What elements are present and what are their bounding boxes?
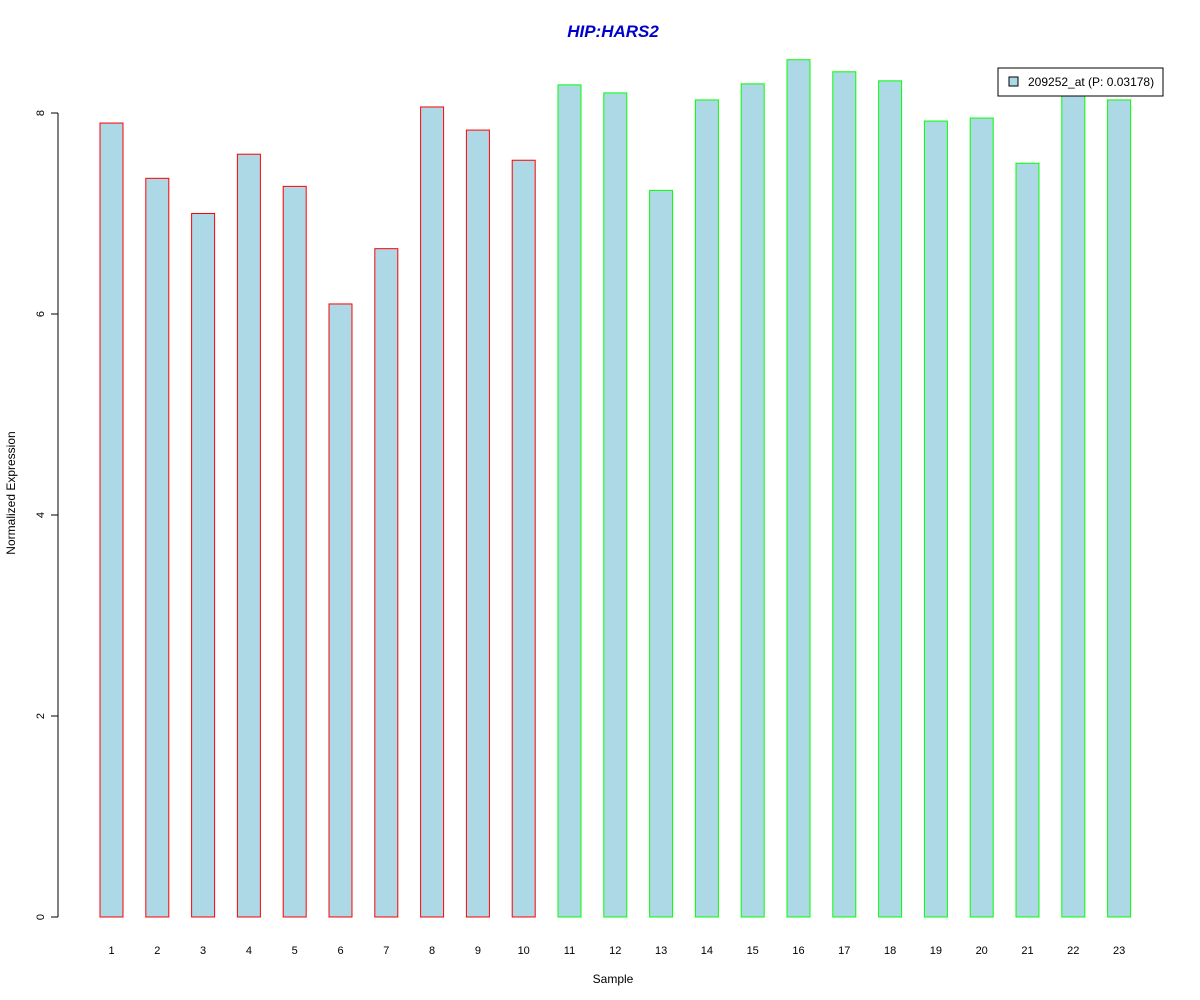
x-tick-label: 17 bbox=[838, 945, 850, 957]
bar-sample-15 bbox=[740, 83, 765, 918]
x-tick-label: 4 bbox=[246, 945, 252, 957]
x-tick-label: 7 bbox=[383, 945, 389, 957]
legend-entry-label: 209252_at (P: 0.03178) bbox=[1028, 75, 1154, 89]
x-tick-label: 3 bbox=[200, 945, 206, 957]
x-tick-label: 6 bbox=[337, 945, 343, 957]
x-tick-label: 8 bbox=[429, 945, 435, 957]
legend-box bbox=[997, 67, 1164, 97]
bar-sample-7 bbox=[374, 248, 399, 918]
bar-sample-5 bbox=[282, 185, 307, 918]
bar-sample-6 bbox=[328, 303, 353, 918]
x-tick-label: 13 bbox=[655, 945, 667, 957]
x-tick-label: 10 bbox=[518, 945, 530, 957]
x-axis-label: Sample bbox=[593, 972, 634, 986]
y-tick-label: 4 bbox=[35, 512, 47, 518]
x-tick-label: 16 bbox=[792, 945, 804, 957]
bar-sample-18 bbox=[878, 80, 903, 918]
bar-sample-13 bbox=[649, 189, 674, 918]
bar-sample-22 bbox=[1061, 84, 1086, 918]
y-tick-label: 2 bbox=[35, 713, 47, 719]
y-tick-label: 0 bbox=[35, 914, 47, 920]
bar-sample-17 bbox=[832, 71, 857, 918]
y-tick-label: 6 bbox=[35, 311, 47, 317]
x-tick-label: 1 bbox=[108, 945, 114, 957]
x-tick-label: 19 bbox=[930, 945, 942, 957]
bar-sample-19 bbox=[923, 120, 948, 918]
x-tick-label: 20 bbox=[976, 945, 988, 957]
legend: 209252_at (P: 0.03178) bbox=[997, 67, 1164, 97]
bar-sample-2 bbox=[145, 177, 170, 918]
bar-sample-1 bbox=[99, 122, 124, 918]
bar-sample-23 bbox=[1107, 99, 1132, 918]
y-axis-label: Normalized Expression bbox=[4, 431, 18, 554]
bar-sample-3 bbox=[191, 213, 216, 918]
bar-sample-4 bbox=[236, 153, 261, 918]
x-tick-label: 14 bbox=[701, 945, 713, 957]
x-tick-labels: 1 2 3 4 5 6 7 8 9 10 11 12 13 14 15 16 17 18 19 20 21 22 23 bbox=[108, 945, 1125, 957]
bar-sample-16 bbox=[786, 59, 811, 918]
legend-swatch bbox=[1008, 76, 1019, 87]
x-tick-label: 11 bbox=[564, 945, 575, 957]
x-tick-label: 9 bbox=[475, 945, 481, 957]
y-tick-label: 8 bbox=[35, 110, 47, 116]
bars-group bbox=[99, 59, 1132, 918]
x-tick-label: 22 bbox=[1067, 945, 1079, 957]
bar-sample-20 bbox=[969, 117, 994, 918]
chart-title: HIP:HARS2 bbox=[567, 22, 659, 41]
bar-sample-8 bbox=[420, 106, 445, 918]
x-tick-label: 21 bbox=[1021, 945, 1033, 957]
bar-sample-14 bbox=[694, 99, 719, 918]
bar-sample-10 bbox=[511, 159, 536, 918]
bar-sample-9 bbox=[465, 129, 490, 918]
x-tick-label: 2 bbox=[154, 945, 160, 957]
bar-sample-11 bbox=[557, 84, 582, 918]
y-axis: 0 2 4 6 8 bbox=[35, 110, 59, 920]
x-tick-label: 5 bbox=[292, 945, 298, 957]
bar-sample-21 bbox=[1015, 162, 1040, 918]
x-tick-label: 18 bbox=[884, 945, 896, 957]
bar-sample-12 bbox=[603, 92, 628, 918]
x-tick-label: 23 bbox=[1113, 945, 1125, 957]
x-tick-label: 15 bbox=[747, 945, 759, 957]
x-tick-label: 12 bbox=[609, 945, 621, 957]
